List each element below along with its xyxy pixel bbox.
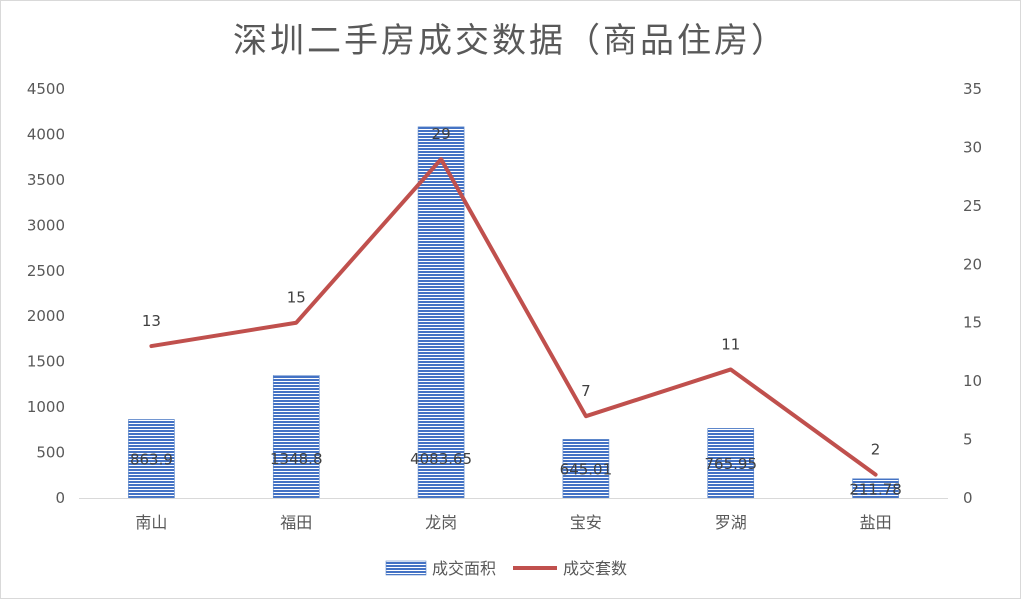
line-series-成交套数 (149, 157, 878, 477)
bar-罗湖 (707, 428, 755, 499)
legend-label-line: 成交套数 (563, 559, 627, 578)
legend-label-bar: 成交面积 (432, 559, 496, 578)
y-right-tick-label: 15 (963, 314, 982, 332)
y-left-tick-label: 4500 (27, 80, 65, 98)
x-category-label: 龙岗 (425, 513, 457, 532)
bar-宝安 (562, 439, 610, 499)
bar-data-label: 645.01 (560, 461, 613, 479)
x-category-label: 罗湖 (715, 513, 747, 532)
bar-data-label: 1348.8 (270, 450, 323, 468)
x-category-label: 盐田 (860, 513, 892, 532)
y-left-tick-label: 2500 (27, 262, 65, 280)
bar-data-label: 863.9 (130, 451, 173, 469)
y-left-tick-label: 1500 (27, 353, 65, 371)
y-left-tick-label: 500 (36, 444, 65, 462)
x-category-label: 福田 (280, 513, 312, 532)
y-right-tick-label: 35 (963, 80, 982, 98)
bar-龙岗 (417, 126, 465, 499)
line-data-label: 2 (871, 441, 881, 459)
y-left-tick-label: 4000 (27, 125, 65, 143)
line-data-label: 29 (432, 125, 451, 143)
y-right-tick-label: 0 (963, 489, 973, 507)
bar-data-label: 211.78 (849, 480, 902, 498)
bar-data-label: 765.95 (705, 455, 758, 473)
y-right-tick-label: 30 (963, 138, 982, 156)
bar-data-label: 4083.65 (410, 450, 472, 468)
legend-swatch-bar (385, 560, 427, 576)
y-left-tick-label: 0 (55, 489, 65, 507)
y-right-tick-label: 25 (963, 197, 982, 215)
x-category-label: 宝安 (570, 513, 602, 532)
bar-南山 (128, 419, 175, 499)
bar-福田 (272, 375, 320, 499)
line-data-label: 7 (581, 382, 591, 400)
line-data-label: 15 (287, 289, 306, 307)
y-left-tick-label: 1000 (27, 398, 65, 416)
y-right-tick-label: 10 (963, 372, 982, 390)
y-left-tick-label: 3500 (27, 171, 65, 189)
chart-title: 深圳二手房成交数据（商品住房） (233, 21, 788, 61)
y-right-tick-label: 20 (963, 255, 982, 273)
y-left-tick-label: 3000 (27, 216, 65, 234)
y-right-tick-label: 5 (963, 431, 973, 449)
line-data-label: 11 (721, 335, 740, 353)
y-left-tick-label: 2000 (27, 307, 65, 325)
line-data-label: 13 (142, 312, 161, 330)
x-category-label: 南山 (135, 513, 167, 532)
